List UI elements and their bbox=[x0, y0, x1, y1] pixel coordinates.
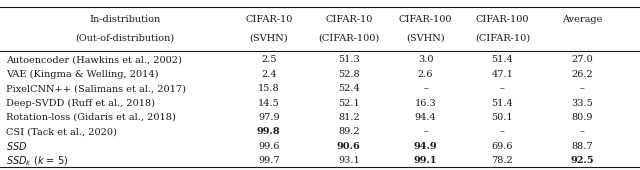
Text: 2.4: 2.4 bbox=[261, 70, 276, 79]
Text: 92.5: 92.5 bbox=[571, 156, 594, 165]
Text: 81.2: 81.2 bbox=[338, 113, 360, 122]
Text: 3.0: 3.0 bbox=[418, 55, 433, 64]
Text: CIFAR-100: CIFAR-100 bbox=[399, 15, 452, 24]
Text: $\mathit{SSD}_k$ ($k$ = 5): $\mathit{SSD}_k$ ($k$ = 5) bbox=[6, 154, 68, 168]
Text: 78.2: 78.2 bbox=[492, 156, 513, 165]
Text: 27.0: 27.0 bbox=[572, 55, 593, 64]
Text: 80.9: 80.9 bbox=[572, 113, 593, 122]
Text: (CIFAR-10): (CIFAR-10) bbox=[475, 34, 530, 43]
Text: 2.6: 2.6 bbox=[418, 70, 433, 79]
Text: CSI (Tack et al., 2020): CSI (Tack et al., 2020) bbox=[6, 128, 117, 136]
Text: PixelCNN++ (Salimans et al., 2017): PixelCNN++ (Salimans et al., 2017) bbox=[6, 84, 186, 93]
Text: (SVHN): (SVHN) bbox=[406, 34, 445, 43]
Text: Rotation-loss (Gidaris et al., 2018): Rotation-loss (Gidaris et al., 2018) bbox=[6, 113, 176, 122]
Text: –: – bbox=[423, 128, 428, 136]
Text: 50.1: 50.1 bbox=[492, 113, 513, 122]
Text: 94.4: 94.4 bbox=[415, 113, 436, 122]
Text: 2.5: 2.5 bbox=[261, 55, 276, 64]
Text: 99.7: 99.7 bbox=[258, 156, 280, 165]
Text: 52.1: 52.1 bbox=[338, 99, 360, 107]
Text: 51.4: 51.4 bbox=[492, 55, 513, 64]
Text: VAE (Kingma & Welling, 2014): VAE (Kingma & Welling, 2014) bbox=[6, 70, 159, 79]
Text: Deep-SVDD (Ruff et al., 2018): Deep-SVDD (Ruff et al., 2018) bbox=[6, 98, 156, 108]
Text: 51.4: 51.4 bbox=[492, 99, 513, 107]
Text: 14.5: 14.5 bbox=[258, 99, 280, 107]
Text: 26.2: 26.2 bbox=[572, 70, 593, 79]
Text: Average: Average bbox=[562, 15, 603, 24]
Text: 33.5: 33.5 bbox=[572, 99, 593, 107]
Text: (CIFAR-100): (CIFAR-100) bbox=[318, 34, 380, 43]
Text: (SVHN): (SVHN) bbox=[250, 34, 288, 43]
Text: 15.8: 15.8 bbox=[258, 84, 280, 93]
Text: (Out-of-distribution): (Out-of-distribution) bbox=[76, 34, 174, 43]
Text: 93.1: 93.1 bbox=[338, 156, 360, 165]
Text: –: – bbox=[500, 84, 505, 93]
Text: Autoencoder (Hawkins et al., 2002): Autoencoder (Hawkins et al., 2002) bbox=[6, 55, 182, 64]
Text: 99.1: 99.1 bbox=[414, 156, 437, 165]
Text: CIFAR-10: CIFAR-10 bbox=[245, 15, 292, 24]
Text: 99.8: 99.8 bbox=[257, 128, 280, 136]
Text: 90.6: 90.6 bbox=[337, 142, 361, 151]
Text: 89.2: 89.2 bbox=[338, 128, 360, 136]
Text: 94.9: 94.9 bbox=[414, 142, 437, 151]
Text: 16.3: 16.3 bbox=[415, 99, 436, 107]
Text: 47.1: 47.1 bbox=[492, 70, 513, 79]
Text: $\mathit{SSD}$: $\mathit{SSD}$ bbox=[6, 140, 28, 152]
Text: CIFAR-100: CIFAR-100 bbox=[476, 15, 529, 24]
Text: 88.7: 88.7 bbox=[572, 142, 593, 151]
Text: 52.8: 52.8 bbox=[338, 70, 360, 79]
Text: 51.3: 51.3 bbox=[338, 55, 360, 64]
Text: CIFAR-10: CIFAR-10 bbox=[325, 15, 372, 24]
Text: –: – bbox=[500, 128, 505, 136]
Text: 69.6: 69.6 bbox=[492, 142, 513, 151]
Text: 52.4: 52.4 bbox=[338, 84, 360, 93]
Text: 97.9: 97.9 bbox=[258, 113, 280, 122]
Text: In-distribution: In-distribution bbox=[89, 15, 161, 24]
Text: 99.6: 99.6 bbox=[258, 142, 280, 151]
Text: –: – bbox=[423, 84, 428, 93]
Text: –: – bbox=[580, 84, 585, 93]
Text: –: – bbox=[580, 128, 585, 136]
